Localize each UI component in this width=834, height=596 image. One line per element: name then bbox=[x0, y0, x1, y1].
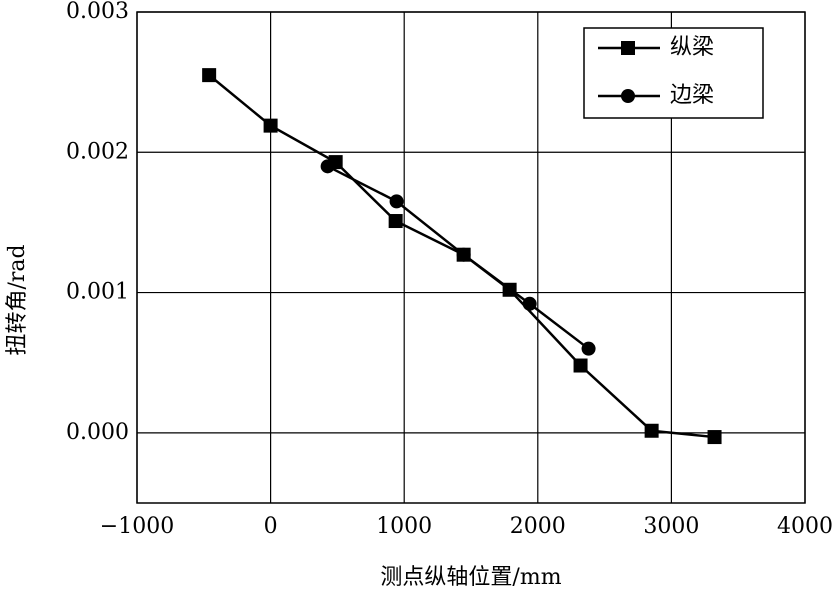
y-tick-label: 0.002 bbox=[66, 139, 129, 164]
y-tick-label: 0.000 bbox=[66, 420, 129, 445]
data-point bbox=[389, 194, 404, 209]
data-point bbox=[263, 118, 278, 133]
x-tick-label: 1000 bbox=[376, 514, 432, 539]
plot-frame bbox=[136, 11, 806, 504]
legend-label: 边梁 bbox=[670, 83, 714, 108]
legend-marker bbox=[621, 41, 635, 55]
data-point bbox=[202, 68, 217, 83]
y-tick-label: 0.001 bbox=[66, 280, 129, 305]
data-point bbox=[320, 159, 335, 174]
data-point bbox=[456, 247, 471, 262]
data-point bbox=[388, 214, 403, 229]
data-point bbox=[573, 358, 588, 373]
x-tick-label: 3000 bbox=[643, 514, 699, 539]
x-tick-label: 2000 bbox=[510, 514, 566, 539]
x-tick-label: 4000 bbox=[777, 514, 833, 539]
x-tick-label: −1000 bbox=[100, 514, 174, 539]
data-point bbox=[707, 430, 722, 445]
x-axis-label: 测点纵轴位置/mm bbox=[380, 565, 561, 590]
y-axis-label: 扭转角/rad bbox=[5, 244, 30, 355]
legend-marker bbox=[621, 89, 635, 103]
y-tick-label: 0.003 bbox=[66, 0, 129, 24]
legend-label: 纵梁 bbox=[670, 35, 714, 60]
legend-box bbox=[583, 27, 764, 119]
data-point bbox=[644, 423, 659, 438]
data-point bbox=[522, 296, 537, 311]
data-point bbox=[581, 341, 596, 356]
x-tick-label: 0 bbox=[264, 514, 278, 539]
